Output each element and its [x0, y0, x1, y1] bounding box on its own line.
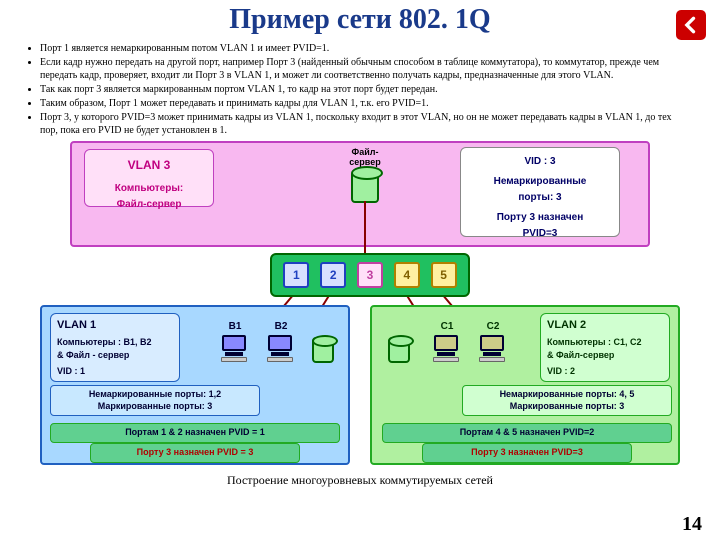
bullet-list: Порт 1 является немаркированным потом VL… [40, 42, 690, 137]
back-chevron-icon [681, 15, 701, 35]
vlan1-ports-unmarked: Немаркированные порты: 1,2 Маркированные… [50, 385, 260, 416]
port-4: 4 [394, 262, 420, 288]
switch: 1 2 3 4 5 [270, 253, 470, 297]
pc-b2 [264, 335, 296, 365]
vlan2-region: VLAN 2 Компьютеры : C1, C2 & Файл-сервер… [370, 305, 680, 465]
vlan1-pvid1: Портам 1 & 2 назначен PVID = 1 [50, 423, 340, 443]
vlan1-region: VLAN 1 Компьютеры : B1, B2 & Файл - серв… [40, 305, 350, 465]
footer-text: Построение многоуровневых коммутируемых … [0, 473, 720, 488]
port-5: 5 [431, 262, 457, 288]
bullet-item: Порт 3, у которого PVID=3 может принимат… [40, 111, 690, 137]
server-icon [351, 169, 379, 203]
pc-b2-label: B2 [266, 321, 296, 332]
fileserver: Файл- сервер [340, 143, 390, 201]
page-title: Пример сети 802. 1Q [0, 4, 720, 36]
vlan2-pvid2: Портам 4 & 5 назначен PVID=2 [382, 423, 672, 443]
vlan2-server-icon [388, 337, 410, 363]
pc-b1-label: B1 [220, 321, 250, 332]
bullet-item: Порт 1 является немаркированным потом VL… [40, 42, 690, 55]
vlan1-server-icon [312, 337, 334, 363]
vlan3-vid-box: VID : 3 Немаркированные порты: 3 Порту 3… [460, 147, 620, 237]
vlan3-pvid: PVID=3 [465, 226, 615, 242]
pc-c2-label: C2 [478, 321, 508, 332]
vlan3-info: VLAN 3 Компьютеры: Файл-сервер [84, 149, 214, 207]
pc-c2 [476, 335, 508, 365]
page-number: 14 [682, 513, 702, 536]
vlan2-ports-unmarked: Немаркированные порты: 4, 5 Маркированны… [462, 385, 672, 416]
vlan1-info: VLAN 1 Компьютеры : B1, B2 & Файл - серв… [50, 313, 180, 382]
pc-c1-label: C1 [432, 321, 462, 332]
vlan3-unmarked: Немаркированные порты: 3 [465, 174, 615, 206]
bullet-item: Если кадр нужно передать на другой порт,… [40, 56, 690, 82]
vlan1-title: VLAN 1 [57, 318, 173, 333]
vlan3-assign: Порту 3 назначен [465, 210, 615, 226]
port-3: 3 [357, 262, 383, 288]
bullet-item: Таким образом, Порт 1 может передавать и… [40, 97, 690, 110]
port-1: 1 [283, 262, 309, 288]
pc-c1 [430, 335, 462, 365]
vlan2-vid: VID : 2 [547, 365, 663, 378]
port-2: 2 [320, 262, 346, 288]
vlan1-pvid3: Порту 3 назначен PVID = 3 [90, 443, 300, 463]
vlan2-info: VLAN 2 Компьютеры : C1, C2 & Файл-сервер… [540, 313, 670, 382]
vlan3-vid: VID : 3 [465, 154, 615, 170]
pc-b1 [218, 335, 250, 365]
vlan2-title: VLAN 2 [547, 318, 663, 333]
vlan2-pvid3: Порту 3 назначен PVID=3 [422, 443, 632, 463]
network-diagram: VLAN 3 Компьютеры: Файл-сервер VID : 3 Н… [40, 141, 680, 471]
vlan3-title: VLAN 3 [89, 156, 209, 175]
vlan2-sub: Компьютеры : C1, C2 & Файл-сервер [547, 336, 663, 361]
back-button[interactable] [676, 10, 706, 40]
vlan3-sub: Компьютеры: Файл-сервер [89, 181, 209, 213]
fileserver-label: Файл- сервер [344, 147, 386, 167]
vlan1-sub: Компьютеры : B1, B2 & Файл - сервер [57, 336, 173, 361]
vlan1-vid: VID : 1 [57, 365, 173, 378]
bullet-item: Так как порт 3 является маркированным по… [40, 83, 690, 96]
